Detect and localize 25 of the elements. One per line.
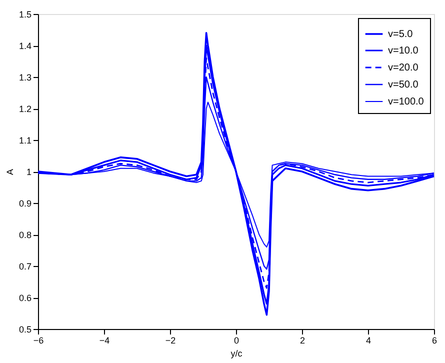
y-tick-label: 0.8 — [18, 230, 32, 240]
legend-label: v=50.0 — [388, 80, 419, 90]
legend-label: v=10.0 — [388, 46, 419, 56]
x-tick-label: −2 — [165, 336, 176, 346]
y-tick-label: 0.5 — [18, 324, 32, 334]
legend-label: v=5.0 — [388, 29, 414, 40]
legend-label: v=20.0 — [388, 62, 419, 74]
y-tick-label: 1.1 — [18, 136, 32, 146]
y-axis-title: A — [4, 168, 15, 176]
x-tick-label: 0 — [234, 336, 240, 346]
y-tick-label: 1.2 — [18, 104, 32, 114]
y-tick-label: 1 — [26, 167, 32, 177]
x-tick-label: −6 — [33, 336, 44, 346]
x-tick-label: 4 — [366, 336, 372, 346]
y-tick-label: 0.9 — [18, 198, 32, 208]
y-tick-label: 1.3 — [18, 72, 32, 82]
y-tick-label: 1.4 — [18, 41, 32, 51]
x-tick-label: 6 — [432, 336, 438, 346]
y-tick-label: 0.6 — [18, 293, 32, 303]
y-tick-label: 1.5 — [18, 10, 32, 20]
x-tick-label: −4 — [99, 336, 110, 346]
y-tick-label: 0.7 — [18, 262, 32, 272]
x-tick-label: 2 — [300, 336, 306, 346]
legend-label: v=100.0 — [388, 96, 424, 108]
x-axis-title: y/c — [230, 348, 243, 358]
